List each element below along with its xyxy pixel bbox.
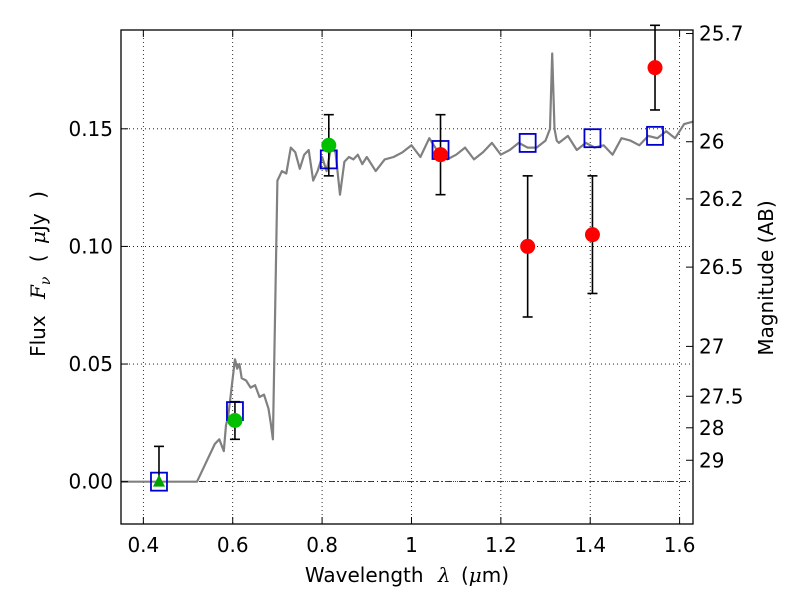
x-tick-label: 1.6 <box>664 533 696 557</box>
axis-ticks: 0.4 0.6 0.8 1 1.2 1.4 1.6 0.00 0.05 0.10 0.15 25.7 2… <box>68 22 743 557</box>
x-tick-label: 1.4 <box>574 533 606 557</box>
y-axis-label-text: Flux <box>26 315 50 357</box>
y2-tick-label: 28 <box>699 416 724 440</box>
x-axis-label-unit-open: ( <box>461 563 469 587</box>
y-axis-label-sub: ν <box>38 276 54 285</box>
photometry-points <box>150 24 664 492</box>
y-axis-label-unit-rest: Jy <box>26 213 50 233</box>
y2-tick-label: 27 <box>699 334 724 358</box>
y-axis-label: Flux Fν ( μJy ) <box>26 191 55 357</box>
y2-tick-label: 26.5 <box>699 255 744 279</box>
upper-limit-triangle <box>152 474 165 487</box>
y-axis-label-unit-close: ) <box>26 191 50 199</box>
photometry-point-green <box>227 412 243 428</box>
y-axis-label-unit-mu: μ <box>26 231 50 244</box>
y2-axis-label: Magnitude (AB) <box>754 200 778 355</box>
photometry-point-red <box>433 147 449 163</box>
model-spectrum <box>121 52 694 483</box>
y-tick-label: 0.00 <box>68 470 113 494</box>
photometry-point-red <box>647 60 663 76</box>
y2-tick-label: 29 <box>699 448 724 472</box>
photometry-point-red <box>584 227 600 243</box>
y2-tick-label: 25.7 <box>699 22 744 46</box>
photometry-point-red <box>520 238 536 254</box>
y-axis-label-symbol: F <box>26 284 50 300</box>
x-tick-label: 1.2 <box>485 533 517 557</box>
x-axis-label-unit-mu: μ <box>469 563 482 587</box>
x-axis-label-text: Wavelength <box>305 563 424 587</box>
y-tick-label: 0.05 <box>68 352 113 376</box>
model-spectrum-line <box>121 52 694 483</box>
photometry-point-green <box>321 137 337 153</box>
x-tick-label: 0.8 <box>306 533 338 557</box>
plot-frame <box>120 29 694 525</box>
x-tick-label: 1 <box>405 533 418 557</box>
y-tick-label: 0.10 <box>68 234 113 258</box>
x-axis-label-unit-rest: m) <box>482 563 509 587</box>
grid-lines <box>121 30 693 524</box>
y2-tick-label: 26 <box>699 130 724 154</box>
x-tick-label: 0.4 <box>127 533 159 557</box>
y2-tick-label: 27.5 <box>699 384 744 408</box>
model-band-box <box>518 133 537 153</box>
y-axis-label-unit-open: ( <box>26 254 50 262</box>
y-tick-label: 0.15 <box>68 117 113 141</box>
model-band-box <box>583 128 602 149</box>
model-band-box <box>646 125 664 146</box>
x-tick-label: 0.6 <box>217 533 249 557</box>
x-axis-label-symbol: λ <box>437 563 451 587</box>
x-axis-label: Wavelength λ (μm) <box>305 563 509 587</box>
y2-tick-label: 26.2 <box>699 187 744 211</box>
